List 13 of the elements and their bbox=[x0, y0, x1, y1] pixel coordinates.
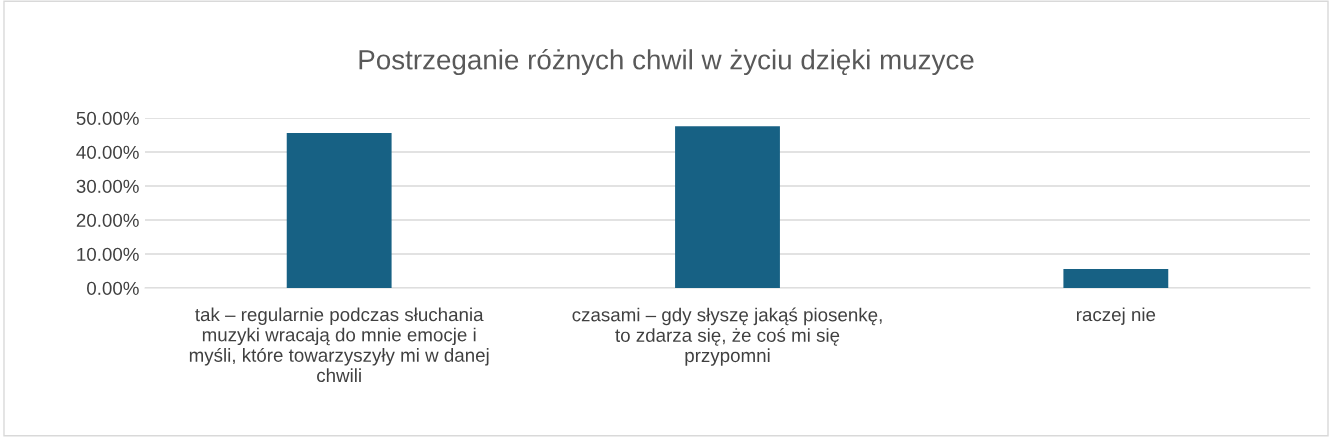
y-tick-label: 50.00% bbox=[76, 111, 139, 125]
y-tick-label: 10.00% bbox=[77, 247, 139, 261]
bar bbox=[286, 132, 392, 288]
y-tick-label: 40.00% bbox=[76, 145, 139, 159]
x-tick-label: raczej nie bbox=[1076, 307, 1156, 325]
y-tick-label: 30.00% bbox=[76, 179, 139, 193]
y-tick-label: 20.00% bbox=[76, 213, 139, 227]
x-tick-label: tak – regularnie podczas słuchania muzyki wracają do mnie emocje i myśli, które towarzyszyły mi w danej chwili bbox=[189, 307, 489, 383]
x-tick-label: czasami – gdy słyszę jakąś piosenkę, to zdarza się, że coś mi się przypomni bbox=[572, 307, 882, 366]
y-tick-label: 0.00% bbox=[87, 281, 139, 295]
bar bbox=[675, 126, 780, 288]
chart-title: Postrzeganie różnych chwil w życiu dzięki muzyce bbox=[359, 48, 974, 76]
bar bbox=[1063, 268, 1169, 288]
